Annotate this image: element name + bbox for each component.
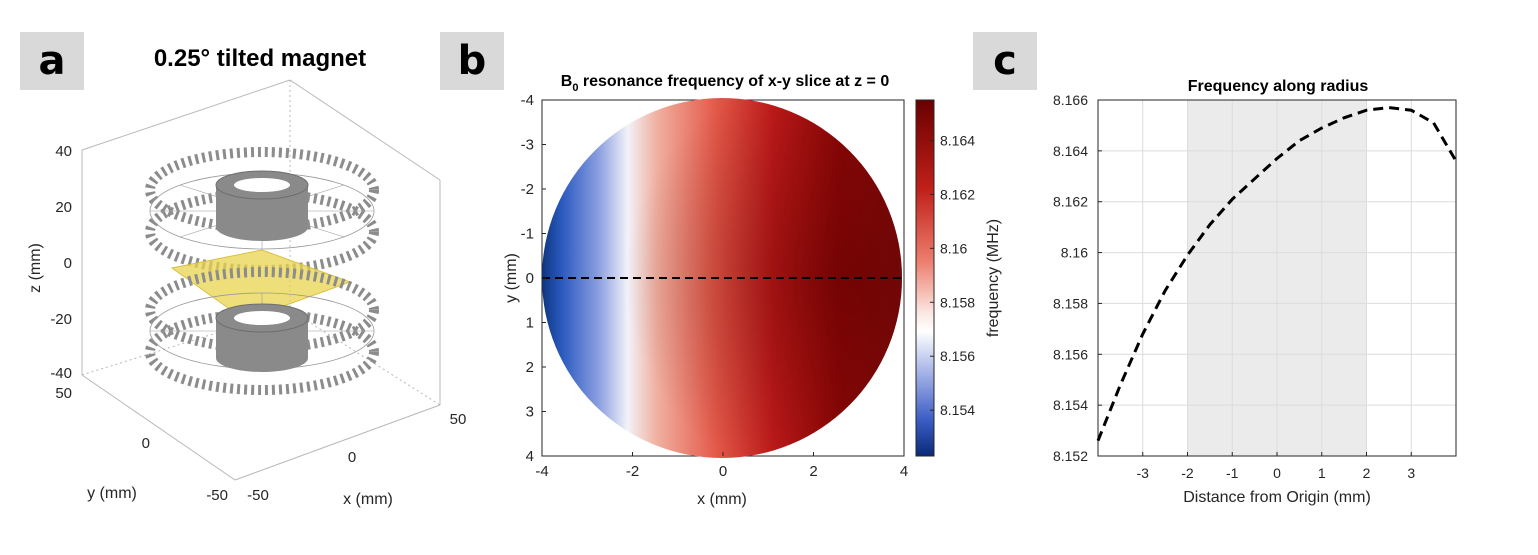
line-chart-x-ticks: -3 -2 -1 0 1 2 3 <box>1137 452 1415 481</box>
y-tick-label: -50 <box>206 487 228 504</box>
panel-a-title: 0.25° tilted magnet <box>154 45 366 72</box>
line-chart-y-ticks: 8.166 8.164 8.162 8.16 8.158 8.156 8.154 8.152 <box>1053 92 1102 464</box>
line-chart-x-tick-label: 0 <box>1273 465 1281 481</box>
colorbar-tick-label: 8.162 <box>940 186 975 202</box>
z-tick-label: -20 <box>50 311 72 328</box>
heatmap-y-tick-label: -4 <box>521 92 534 109</box>
line-chart-x-tick-label: 3 <box>1407 465 1415 481</box>
heatmap-y-tick-label: -3 <box>521 137 534 154</box>
y-tick-label: 50 <box>55 385 72 402</box>
heatmap-y-tick-label: 1 <box>526 315 534 332</box>
y-axis-ticks: 50 0 -50 <box>55 385 228 504</box>
panel-b-heatmap: B0 resonance frequency of x-y slice at z… <box>503 73 1002 508</box>
heatmap-x-tick-label: 2 <box>809 463 817 480</box>
x-tick-label: -50 <box>247 487 269 504</box>
heatmap-x-tick-label: -4 <box>535 463 548 480</box>
z-tick-label: 20 <box>55 199 72 216</box>
colorbar-ticks: 8.154 8.156 8.158 8.16 8.162 8.164 <box>930 132 975 418</box>
x-tick-label: 50 <box>450 411 467 428</box>
heatmap-x-tick-label: 4 <box>900 463 908 480</box>
z-axis-ticks: 40 20 0 -20 -40 <box>50 143 72 382</box>
heatmap-y-tick-label: 0 <box>526 270 534 287</box>
line-chart-y-tick-label: 8.162 <box>1053 194 1088 210</box>
z-axis-label: z (mm) <box>27 243 44 293</box>
panel-label-a: a <box>20 32 84 90</box>
line-chart-y-tick-label: 8.154 <box>1053 397 1088 413</box>
panel-a-3d-plot: 0.25° tilted magnet <box>27 45 466 508</box>
top-magnet-ring <box>145 147 379 275</box>
colorbar-tick-label: 8.154 <box>940 402 975 418</box>
panel-label-b: b <box>440 32 504 90</box>
heatmap-y-tick-label: 3 <box>526 404 534 421</box>
heatmap-y-ticks: -4 -3 -2 -1 0 1 2 3 4 <box>521 92 546 465</box>
heatmap-y-tick-label: 2 <box>526 359 534 376</box>
heatmap-x-label: x (mm) <box>697 491 747 508</box>
heatmap-y-tick-label: -1 <box>521 226 534 243</box>
heatmap-x-ticks: -4 -2 0 2 4 <box>535 452 908 480</box>
bottom-magnet-ring <box>145 267 379 395</box>
colorbar-tick-label: 8.158 <box>940 294 975 310</box>
line-chart-x-tick-label: -1 <box>1226 465 1239 481</box>
z-tick-label: 40 <box>55 143 72 160</box>
heatmap-y-tick-label: 4 <box>526 448 534 465</box>
x-axis-label: x (mm) <box>343 491 393 508</box>
heatmap-title: B0 resonance frequency of x-y slice at z… <box>561 73 890 94</box>
line-chart-x-tick-label: -2 <box>1181 465 1194 481</box>
line-chart-x-tick-label: -3 <box>1137 465 1150 481</box>
heatmap-x-tick-label: 0 <box>719 463 727 480</box>
grid-lines <box>1098 99 1456 457</box>
x-axis-ticks: -50 0 50 <box>247 411 466 504</box>
line-chart-y-tick-label: 8.156 <box>1053 346 1088 362</box>
heatmap-x-tick-label: -2 <box>626 463 639 480</box>
z-tick-label: -40 <box>50 365 72 382</box>
heatmap-y-label: y (mm) <box>503 253 520 303</box>
panel-label-c: c <box>973 32 1037 90</box>
heatmap-y-tick-label: -2 <box>521 181 534 198</box>
colorbar-tick-label: 8.16 <box>940 240 967 256</box>
panel-c-line-chart: Frequency along radius -3 -2 -1 0 1 2 3 8.1668… <box>1053 78 1458 506</box>
colorbar-tick-label: 8.156 <box>940 348 975 364</box>
line-chart-y-tick-label: 8.158 <box>1053 295 1088 311</box>
colorbar-tick-label: 8.164 <box>940 132 975 148</box>
frequency-series-line <box>1096 106 1458 442</box>
colorbar <box>915 99 935 457</box>
line-chart-x-label: Distance from Origin (mm) <box>1183 489 1371 506</box>
z-tick-label: 0 <box>64 255 72 272</box>
y-axis-label: y (mm) <box>87 485 137 502</box>
y-tick-label: 0 <box>142 435 150 452</box>
colorbar-label: frequency (MHz) <box>985 219 1002 337</box>
line-chart-y-tick-label: 8.164 <box>1053 143 1088 159</box>
line-chart-y-tick-label: 8.166 <box>1053 92 1088 108</box>
line-chart-y-tick-label: 8.16 <box>1061 245 1088 261</box>
line-chart-x-tick-label: 2 <box>1363 465 1371 481</box>
x-tick-label: 0 <box>348 449 356 466</box>
line-chart-title: Frequency along radius <box>1188 78 1369 95</box>
line-chart-y-tick-label: 8.152 <box>1053 448 1088 464</box>
line-chart-x-tick-label: 1 <box>1318 465 1326 481</box>
